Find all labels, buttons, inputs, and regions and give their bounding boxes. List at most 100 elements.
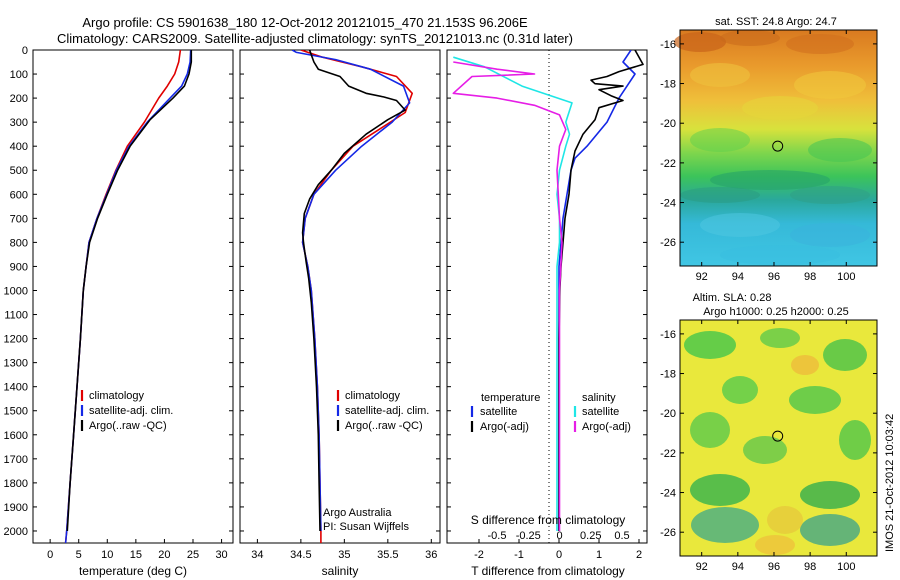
lat-tick-label: -24: [660, 198, 676, 210]
depth-tick-label: 100: [10, 69, 28, 81]
depth-tick-label: 1700: [4, 454, 28, 466]
salinity-legend: climatology satellite-adj. clim. Argo(..ra…: [336, 390, 429, 432]
difference-series: [452, 50, 644, 531]
lat-tick-label: -24: [660, 488, 676, 500]
map-texture-blob: [684, 331, 736, 359]
x-tick-label: 30: [215, 549, 227, 561]
x-tick-label: 35: [338, 549, 350, 561]
depth-tick-label: 1900: [4, 502, 28, 514]
x-tick-label: 36: [425, 549, 437, 561]
map-texture-blob: [823, 339, 867, 371]
map-texture-blob: [690, 63, 750, 87]
sla-map-axes: 92 94 96 98 100 -16 -18 -20 -22 -24 -26: [660, 320, 877, 573]
temperature-axis-label: temperature (deg C): [79, 564, 187, 578]
x-tick-label: 35.5: [377, 549, 398, 561]
legend-label: climatology: [345, 390, 401, 402]
map-texture-blob: [742, 96, 818, 120]
x-tick-label: 1: [596, 549, 602, 561]
map-texture-blob: [839, 420, 871, 460]
sla-texture: [684, 328, 871, 555]
map-texture-blob: [743, 436, 787, 464]
s-tick-label: -0.25: [516, 530, 541, 542]
depth-tick-label: 200: [10, 93, 28, 105]
x-tick-label: -2: [474, 549, 484, 561]
depth-tick-label: 1300: [4, 358, 28, 370]
x-tick-label: 20: [158, 549, 170, 561]
sst-map-title: sat. SST: 24.8 Argo: 24.7: [715, 16, 837, 28]
map-texture-blob: [710, 170, 830, 190]
legend-label: Argo(-adj): [582, 421, 631, 433]
sst-map-frame: [679, 29, 878, 267]
imos-timestamp: IMOS 21-Oct-2012 10:03:42: [884, 414, 896, 552]
lon-tick-label: 98: [804, 561, 816, 573]
map-texture-blob: [755, 535, 795, 555]
sla-map-title: Altim. SLA: 0.28: [693, 292, 772, 304]
map-texture-blob: [791, 355, 819, 375]
map-texture-blob: [808, 138, 872, 162]
legend-label: satellite: [480, 406, 517, 418]
map-texture-blob: [720, 245, 840, 265]
salinity-plot-frame: [239, 49, 441, 544]
s-tick-label: -0.5: [488, 530, 507, 542]
lon-tick-label: 92: [696, 561, 708, 573]
x-tick-label: 15: [130, 549, 142, 561]
s-tick-label: 0: [556, 530, 562, 542]
lon-tick-label: 94: [732, 271, 744, 283]
lat-tick-label: -26: [660, 237, 676, 249]
legend-label: Argo(..raw -QC): [345, 420, 423, 432]
x-tick-label: 0: [556, 549, 562, 561]
x-tick-label: 5: [76, 549, 82, 561]
depth-tick-label: 1200: [4, 334, 28, 346]
sla-map-subtitle: Argo h1000: 0.25 h2000: 0.25: [703, 306, 849, 318]
s-difference-label: S difference from climatology: [471, 513, 626, 527]
lat-tick-label: -20: [660, 118, 676, 130]
map-texture-blob: [680, 187, 760, 203]
lat-tick-label: -22: [660, 158, 676, 170]
x-tick-label: 34.5: [290, 549, 311, 561]
lon-tick-label: 96: [768, 561, 780, 573]
map-texture-blob: [790, 186, 870, 204]
salinity-axis: 34 34.5 35 35.5 36: [251, 539, 437, 561]
lon-tick-label: 94: [732, 561, 744, 573]
depth-tick-label: 1600: [4, 430, 28, 442]
depth-tick-label: 1400: [4, 382, 28, 394]
lat-tick-label: -18: [660, 369, 676, 381]
depth-axis: 0 100 200 300 400 500 600 700 800 900 1000 1100 1200…: [4, 45, 233, 538]
depth-tick-label: 1000: [4, 285, 28, 297]
legend-label: Argo(-adj): [480, 421, 529, 433]
series-line-climatology: [300, 50, 414, 543]
series-line-salinity-argo-adj-: [452, 61, 567, 531]
map-texture-blob: [794, 71, 866, 99]
sla-map: Altim. SLA: 0.28 Argo h1000: 0.25 h2000:…: [660, 292, 878, 573]
depth-tick-label: 700: [10, 213, 28, 225]
map-texture-blob: [789, 386, 841, 414]
sst-map: sat. SST: 24.8 Argo: 24.7 92 94 96 98 100 -16…: [660, 16, 878, 283]
sst-map-axes: 92 94 96 98 100 -16 -18 -20 -22 -24 -26: [660, 30, 877, 283]
series-line-satellite-adj-clim-: [291, 50, 411, 532]
depth-tick-label: 600: [10, 189, 28, 201]
x-tick-label: -1: [514, 549, 524, 561]
lon-tick-label: 92: [696, 271, 708, 283]
legend-title-salinity: salinity: [582, 392, 616, 404]
argo-australia-label: Argo Australia: [323, 507, 392, 519]
salinity-plot: 34 34.5 35 35.5 36 salinity climatology satel…: [239, 49, 441, 578]
difference-legend: temperature salinity satellite Argo(-adj) sa…: [470, 392, 631, 433]
temperature-axis: 0 5 10 15 20 25 30: [47, 539, 228, 561]
difference-depth-ticks: [447, 49, 647, 532]
argo-float-marker: [772, 140, 784, 152]
difference-plot: -2 -1 0 1 2 -0.5 -0.25 0 0.25 0.5 S difference f…: [446, 49, 648, 578]
map-texture-blob: [691, 507, 759, 543]
map-texture-blob: [674, 32, 726, 52]
difference-plot-frame: [446, 49, 648, 544]
pi-label: PI: Susan Wijffels: [323, 521, 409, 533]
s-difference-axis: -0.5 -0.25 0 0.25 0.5: [488, 530, 630, 542]
x-tick-label: 25: [187, 549, 199, 561]
map-texture-blob: [722, 376, 758, 404]
map-texture-blob: [790, 223, 870, 247]
map-texture-blob: [786, 34, 854, 54]
figure-subtitle: Climatology: CARS2009. Satellite-adjuste…: [57, 31, 573, 46]
s-tick-label: 0.25: [580, 530, 601, 542]
series-line-argo-raw-qc-: [66, 50, 193, 532]
lon-tick-label: 96: [768, 271, 780, 283]
series-line-argo-raw-qc-: [301, 50, 407, 532]
